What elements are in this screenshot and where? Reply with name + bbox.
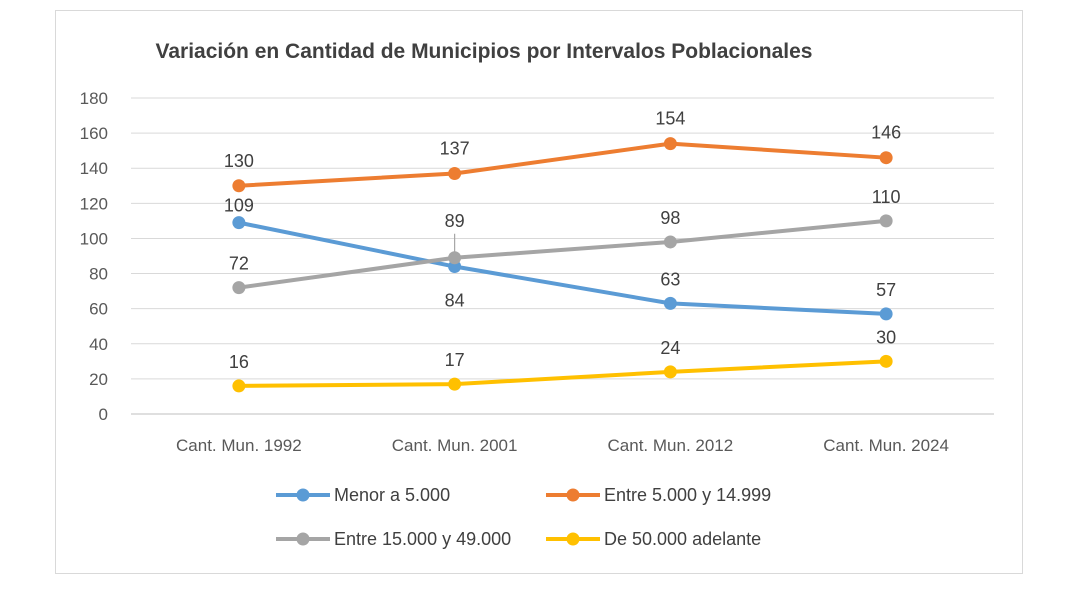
data-point (663, 296, 677, 310)
data-point (232, 216, 246, 230)
data-label: 109 (224, 196, 254, 216)
legend-marker (566, 532, 580, 546)
series-line (236, 220, 889, 316)
legend-item: Entre 15.000 y 49.000 (276, 529, 511, 549)
legend: Menor a 5.000 Entre 5.000 y 14.999 Entre 1… (276, 485, 771, 549)
y-tick-label: 80 (89, 265, 108, 284)
data-point (232, 379, 246, 393)
data-point (879, 354, 893, 368)
data-label: 110 (872, 187, 901, 207)
data-label: 63 (660, 269, 680, 289)
data-point (448, 166, 462, 180)
axes: 0 20 40 60 80 100 120 140 160 180 Cant. Mun. 1992 C… (80, 89, 949, 455)
data-point (232, 281, 246, 295)
data-point (663, 137, 677, 151)
data-label: 72 (229, 254, 249, 274)
legend-item: Menor a 5.000 (276, 485, 450, 505)
series-line (236, 218, 889, 290)
y-tick-label: 140 (80, 159, 108, 178)
data-label: 17 (445, 350, 465, 370)
legend-label: Entre 5.000 y 14.999 (604, 485, 771, 505)
data-label: 89 (445, 211, 465, 231)
y-tick-label: 60 (89, 300, 108, 319)
series-3 (232, 214, 893, 295)
data-point (448, 377, 462, 391)
data-label: 154 (655, 109, 685, 129)
y-tick-label: 20 (89, 370, 108, 389)
y-tick-label: 180 (80, 89, 108, 108)
series-layer (232, 137, 893, 393)
x-tick-label: Cant. Mun. 2012 (608, 436, 734, 455)
data-point (879, 214, 893, 228)
chart-title: Variación en Cantidad de Municipios por … (156, 40, 813, 63)
legend-marker (296, 532, 310, 546)
data-label: 30 (876, 327, 896, 347)
data-label: 24 (660, 338, 680, 358)
data-label: 16 (229, 352, 249, 372)
data-labels: 109 84 63 57 130 137 154 146 72 89 98 110 16 17 24 30 (224, 109, 901, 372)
x-tick-label: Cant. Mun. 2001 (392, 436, 518, 455)
line-chart: Variación en Cantidad de Municipios por … (80, 40, 994, 549)
legend-label: Entre 15.000 y 49.000 (334, 529, 511, 549)
legend-marker (566, 488, 580, 502)
series-line (236, 359, 889, 388)
data-label: 130 (224, 151, 254, 171)
data-label: 57 (876, 280, 896, 300)
series-2 (232, 137, 893, 193)
data-point (448, 251, 462, 265)
y-tick-label: 0 (99, 405, 108, 424)
legend-label: De 50.000 adelante (604, 529, 761, 549)
gridlines (131, 97, 994, 415)
chart-frame: Variación en Cantidad de Municipios por … (55, 10, 1023, 574)
data-label: 98 (660, 208, 680, 228)
x-tick-label: Cant. Mun. 2024 (823, 436, 949, 455)
y-tick-label: 160 (80, 124, 108, 143)
legend-label: Menor a 5.000 (334, 485, 450, 505)
series-line (236, 141, 889, 188)
data-label: 146 (871, 123, 901, 143)
data-label: 137 (440, 138, 470, 158)
legend-item: De 50.000 adelante (546, 529, 761, 549)
y-tick-label: 120 (80, 194, 108, 213)
data-label: 84 (445, 291, 465, 311)
data-point (879, 307, 893, 321)
y-tick-label: 40 (89, 335, 108, 354)
y-tick-label: 100 (80, 229, 108, 248)
data-point (879, 151, 893, 165)
data-point (663, 365, 677, 379)
data-point (663, 235, 677, 249)
legend-item: Entre 5.000 y 14.999 (546, 485, 771, 505)
data-point (232, 179, 246, 193)
x-tick-label: Cant. Mun. 1992 (176, 436, 302, 455)
legend-marker (296, 488, 310, 502)
series-4 (232, 354, 893, 393)
